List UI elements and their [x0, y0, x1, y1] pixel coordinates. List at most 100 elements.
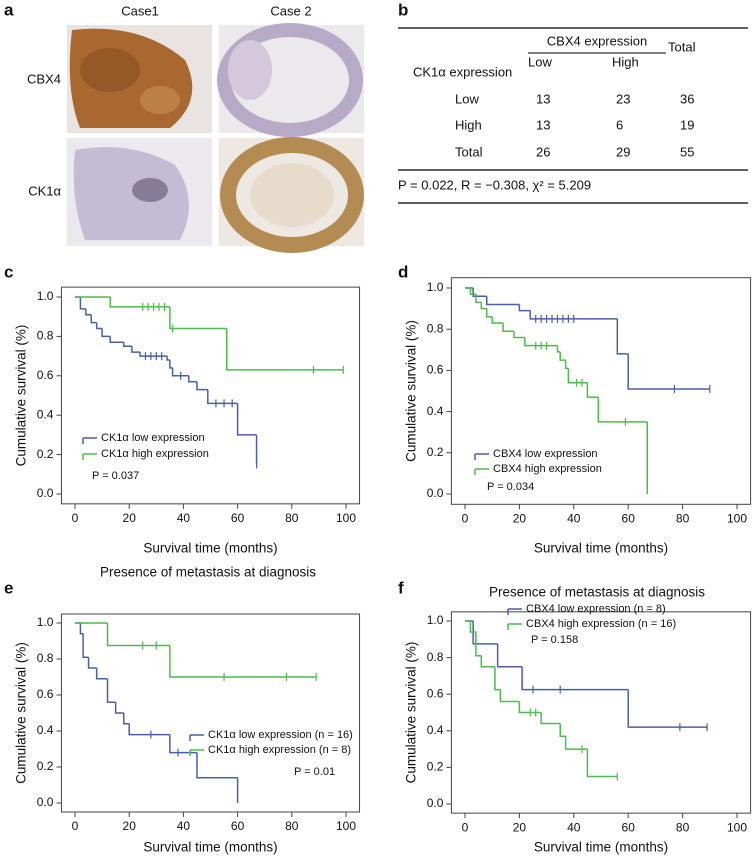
panel-label: e: [4, 578, 13, 597]
y-tick-label: 0.0: [427, 486, 444, 500]
micrograph: [217, 23, 364, 137]
table-cell: 36: [680, 91, 694, 106]
row-label: CK1α: [28, 183, 61, 198]
table-header: CK1α expression: [413, 64, 512, 79]
survival-step: [95, 668, 108, 680]
y-tick-label: 0.0: [37, 795, 54, 809]
y-axis-label: Cumulative survival (%): [404, 320, 419, 462]
table-cell: 23: [616, 91, 630, 106]
survival-step: [169, 734, 197, 754]
x-tick-label: 40: [177, 511, 191, 525]
y-tick-label: 1.0: [37, 615, 54, 629]
x-tick-label: 80: [676, 820, 690, 834]
x-tick-label: 20: [123, 819, 137, 833]
survival-step: [499, 689, 520, 703]
survival-step: [567, 368, 588, 384]
plot-frame: [450, 277, 752, 505]
y-tick-label: 1.0: [37, 289, 54, 303]
legend-label: CBX4 low expression (n = 8): [526, 603, 666, 615]
survival-step: [87, 657, 97, 669]
survival-step: [226, 328, 344, 371]
panel-label: a: [4, 0, 14, 19]
x-tick-label: 40: [177, 819, 191, 833]
y-tick-label: 0.4: [37, 407, 54, 421]
y-tick-label: 1.0: [427, 280, 444, 294]
x-tick-label: 60: [622, 511, 636, 525]
x-axis-label: Survival time (months): [534, 541, 668, 556]
table-cell: 13: [536, 117, 550, 132]
survival-step: [236, 403, 257, 436]
x-tick-label: 100: [336, 511, 356, 525]
survival-step: [169, 306, 227, 330]
survival-step: [106, 678, 116, 703]
survival-step: [109, 297, 170, 308]
survival-step: [131, 346, 141, 353]
survival-step: [469, 288, 476, 295]
survival-step: [166, 356, 170, 361]
chart-title: Presence of metastasis at diagnosis: [489, 585, 705, 600]
y-axis-label: Cumulative survival (%): [14, 642, 29, 784]
survival-step: [513, 331, 525, 339]
survival-step: [559, 351, 566, 361]
panel-label: f: [398, 578, 404, 597]
survival-step: [616, 318, 629, 355]
x-tick-label: 40: [567, 511, 581, 525]
table-cell: 13: [536, 91, 550, 106]
y-axis-label: Cumulative survival (%): [14, 325, 29, 467]
annotation: P = 0.037: [92, 470, 139, 482]
survival-step: [114, 702, 124, 714]
table-cell: 29: [616, 144, 630, 159]
survival-step: [472, 621, 498, 645]
legend-label: CK1α high expression: [101, 448, 209, 460]
y-axis-label: Cumulative survival (%): [404, 642, 419, 784]
survival-step: [518, 701, 542, 714]
y-tick-label: 0.4: [427, 723, 444, 737]
column-label: Case 2: [270, 3, 311, 18]
table-header: Low: [528, 54, 552, 69]
survival-step: [586, 382, 599, 398]
x-tick-label: 80: [676, 511, 690, 525]
micrograph: [67, 138, 212, 246]
x-tick-label: 100: [727, 820, 747, 834]
survival-step: [109, 336, 124, 344]
survival-step: [564, 736, 588, 750]
survival-step: [518, 304, 531, 312]
y-tick-label: 1.0: [427, 613, 444, 627]
survival-step: [556, 345, 561, 353]
survival-step: [559, 723, 566, 738]
survival-step: [475, 294, 482, 304]
survival-step: [171, 367, 189, 377]
survival-step: [123, 713, 130, 725]
survival-step: [139, 352, 168, 357]
y-tick-label: 0.2: [37, 759, 54, 773]
chart-title: Presence of metastasis at diagnosis: [100, 565, 316, 580]
plot-frame: [60, 613, 361, 813]
x-axis-label: Survival time (months): [143, 541, 277, 556]
legend-label: CBX4 low expression: [493, 448, 598, 460]
survival-step: [564, 360, 569, 370]
x-tick-label: 0: [462, 820, 469, 834]
survival-step: [486, 296, 520, 306]
y-tick-label: 0.8: [427, 321, 444, 335]
survival-step: [79, 297, 86, 310]
row-label: CBX4: [27, 71, 61, 86]
x-tick-label: 80: [285, 511, 299, 525]
survival-step: [486, 308, 493, 318]
y-tick-label: 0.6: [37, 687, 54, 701]
survival-step: [586, 749, 618, 778]
survival-step: [123, 342, 132, 347]
x-tick-label: 100: [727, 511, 747, 525]
survival-step: [101, 328, 111, 338]
survival-step: [480, 302, 487, 310]
x-axis-label: Survival time (months): [534, 840, 668, 855]
y-tick-label: 0.2: [427, 760, 444, 774]
x-tick-label: 20: [513, 820, 527, 834]
table-row-label: Total: [455, 144, 483, 159]
x-tick-label: 100: [336, 819, 356, 833]
survival-step: [469, 621, 476, 633]
survival-step: [597, 397, 648, 423]
y-tick-label: 0.8: [37, 329, 54, 343]
survival-step: [491, 316, 504, 324]
annotation: P = 0.01: [294, 766, 335, 778]
table-row-label: High: [455, 117, 482, 132]
